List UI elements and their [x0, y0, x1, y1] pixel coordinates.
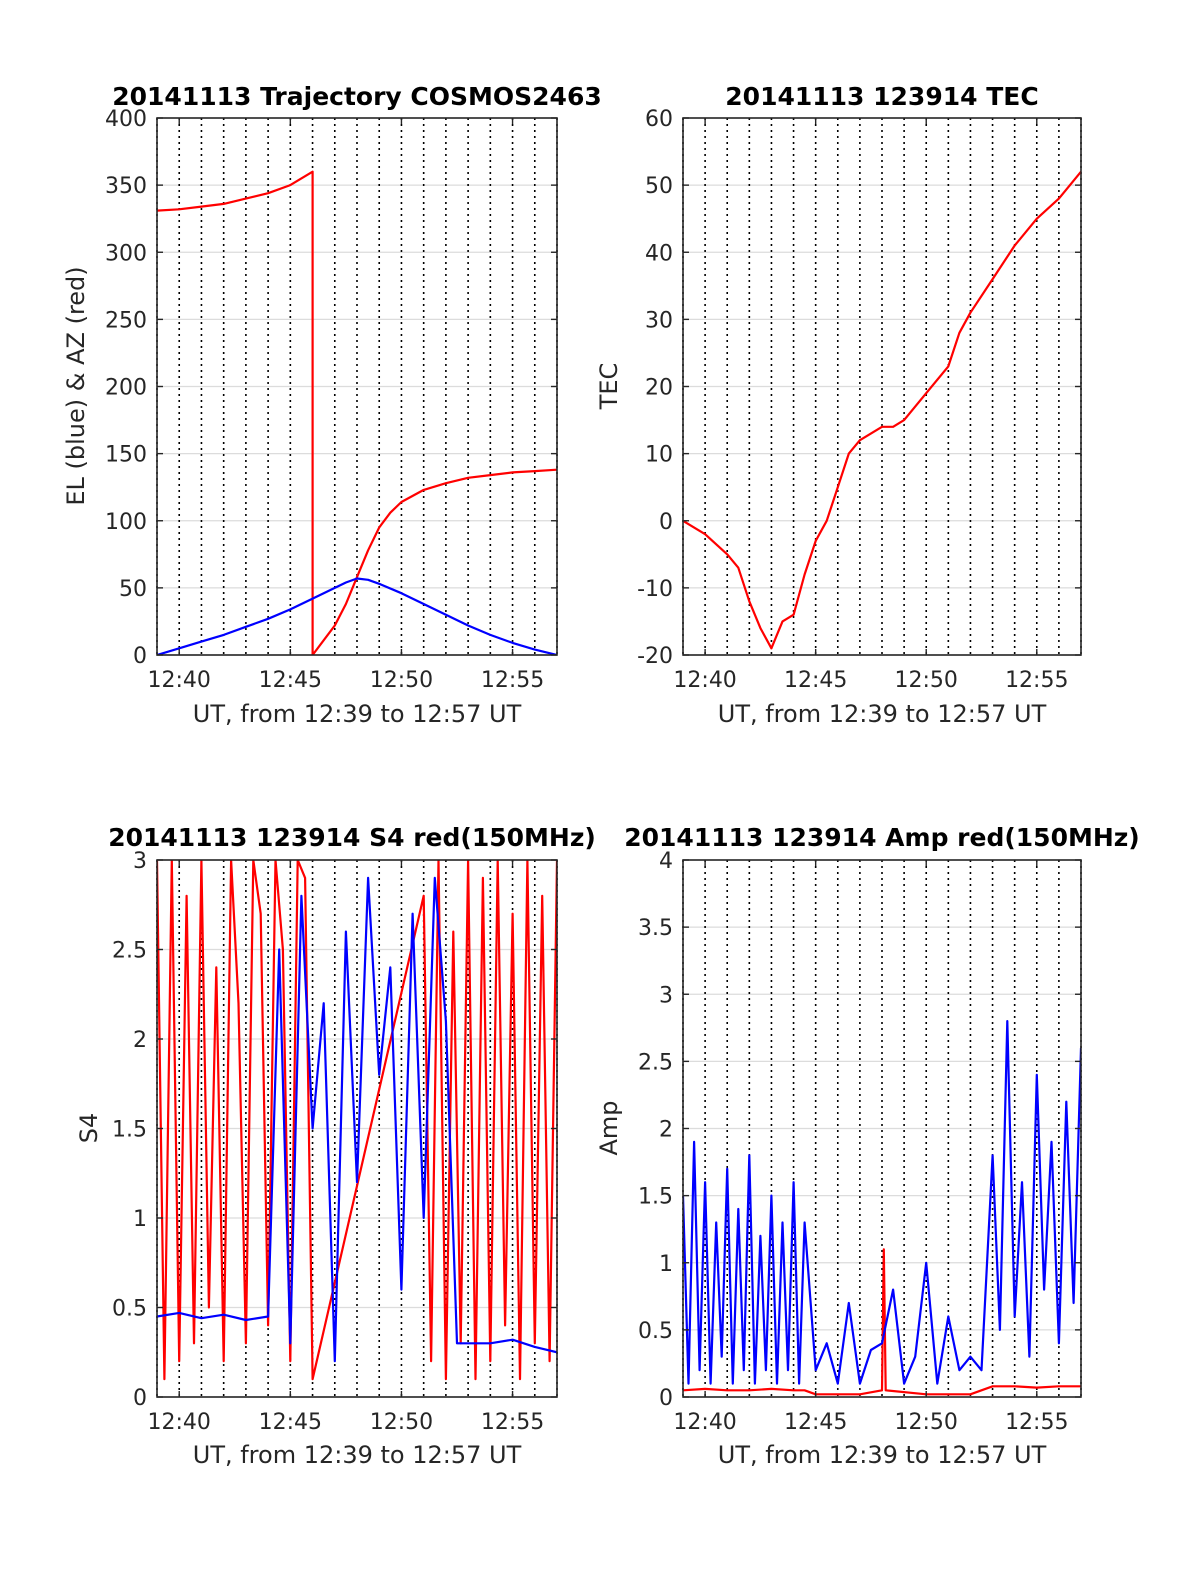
x-axis-label: UT, from 12:39 to 12:57 UT — [718, 700, 1047, 728]
y-tick-label: 3.5 — [638, 916, 673, 941]
x-axis-label: UT, from 12:39 to 12:57 UT — [718, 1441, 1047, 1469]
y-tick-label: 40 — [645, 241, 673, 266]
x-tick-label: 12:40 — [673, 668, 736, 693]
y-tick-label: 1.5 — [638, 1185, 673, 1210]
y-tick-label: 0.5 — [112, 1297, 147, 1322]
y-tick-label: 30 — [645, 308, 673, 333]
series-line-red — [157, 860, 557, 1381]
x-tick-label: 12:45 — [259, 668, 322, 693]
panel-s4: UT, from 12:39 to 12:57 UT S4 0 0.5 1 1.5 2 2… — [75, 823, 596, 1469]
y-tick-label: -10 — [637, 577, 673, 602]
x-tick-label: 12:45 — [259, 1410, 322, 1435]
x-tick-label: 12:40 — [148, 668, 211, 693]
y-tick-label: 2.5 — [112, 939, 147, 964]
panel-amp: UT, from 12:39 to 12:57 UT Amp 0 0.5 1 1.5 2… — [595, 823, 1140, 1469]
y-tick-label: 10 — [645, 443, 673, 468]
panel-trajectory: UT, from 12:39 to 12:57 UT EL (blue) & A… — [62, 82, 602, 728]
x-tick-label: 12:55 — [1005, 1410, 1068, 1435]
y-tick-label: 2 — [659, 1118, 673, 1143]
y-tick-label: 50 — [119, 577, 147, 602]
y-tick-label: 250 — [105, 308, 147, 333]
y-tick-label: 400 — [105, 107, 147, 132]
y-tick-label: 0.5 — [638, 1319, 673, 1344]
y-tick-label: 2.5 — [638, 1050, 673, 1075]
y-tick-label: 350 — [105, 174, 147, 199]
x-axis-label: UT, from 12:39 to 12:57 UT — [193, 700, 522, 728]
y-tick-label: 200 — [105, 376, 147, 401]
plot-area — [683, 171, 1081, 650]
x-tick-label: 12:45 — [784, 668, 847, 693]
panel-title: 20141113 Trajectory COSMOS2463 — [112, 82, 602, 111]
x-axis-label: UT, from 12:39 to 12:57 UT — [193, 1441, 522, 1469]
y-tick-label: 20 — [645, 376, 673, 401]
panel-title: 20141113 123914 Amp red(150MHz) — [624, 823, 1140, 852]
x-tick-label: 12:50 — [370, 1410, 433, 1435]
panel-title: 20141113 123914 TEC — [725, 82, 1038, 111]
series-line-red — [683, 1248, 1081, 1396]
series-line-blue — [157, 577, 557, 655]
y-tick-label: 1 — [659, 1252, 673, 1277]
y-tick-label: 2 — [133, 1028, 147, 1053]
x-tick-label: 12:45 — [784, 1410, 847, 1435]
series-line-red — [683, 171, 1081, 650]
series-line-blue — [683, 1019, 1081, 1385]
plot-area — [157, 170, 557, 655]
y-tick-label: 50 — [645, 174, 673, 199]
x-tick-label: 12:40 — [148, 1410, 211, 1435]
x-tick-label: 12:50 — [895, 1410, 958, 1435]
y-tick-label: 1.5 — [112, 1118, 147, 1143]
y-tick-label: 150 — [105, 443, 147, 468]
x-tick-label: 12:40 — [673, 1410, 736, 1435]
y-axis-label: TEC — [595, 363, 623, 411]
y-tick-label: 3 — [133, 849, 147, 874]
series-line-red — [157, 170, 557, 655]
panel-title: 20141113 123914 S4 red(150MHz) — [108, 823, 596, 852]
y-tick-label: 3 — [659, 983, 673, 1008]
y-tick-label: 0 — [133, 644, 147, 669]
series-line-blue — [157, 876, 557, 1363]
x-tick-label: 12:55 — [481, 668, 544, 693]
x-tick-label: 12:50 — [895, 668, 958, 693]
x-tick-label: 12:55 — [1005, 668, 1068, 693]
plot-area — [157, 860, 557, 1381]
y-tick-label: 4 — [659, 849, 673, 874]
y-tick-label: 60 — [645, 107, 673, 132]
y-tick-label: 0 — [659, 1386, 673, 1411]
y-tick-label: 0 — [133, 1386, 147, 1411]
x-tick-label: 12:50 — [370, 668, 433, 693]
y-tick-label: 0 — [659, 510, 673, 535]
y-axis-label: EL (blue) & AZ (red) — [62, 266, 90, 505]
y-axis-label: Amp — [595, 1100, 623, 1155]
y-tick-label: -20 — [637, 644, 673, 669]
panel-tec: UT, from 12:39 to 12:57 UT TEC -20 -10 0 10… — [595, 82, 1082, 728]
plot-area — [683, 1019, 1081, 1396]
y-tick-label: 100 — [105, 510, 147, 535]
x-tick-label: 12:55 — [481, 1410, 544, 1435]
y-tick-label: 1 — [133, 1207, 147, 1232]
y-tick-label: 300 — [105, 241, 147, 266]
y-axis-label: S4 — [75, 1113, 103, 1144]
